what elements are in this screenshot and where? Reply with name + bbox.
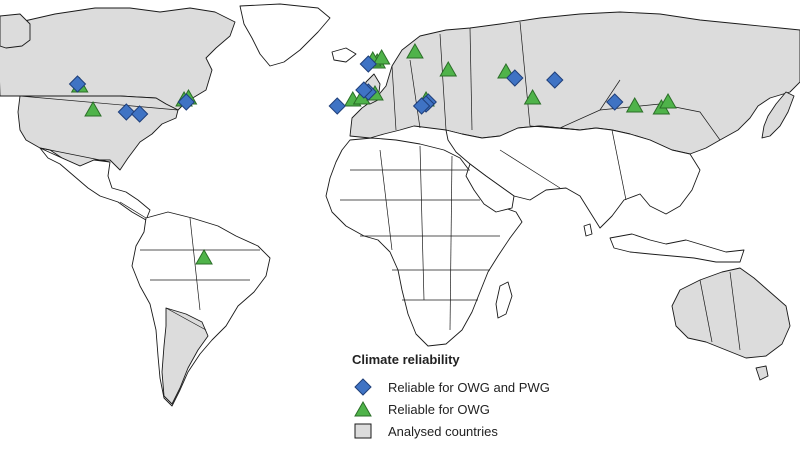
- iceland-land: [331, 47, 357, 63]
- owg-and-pwg-sites-layer: [68, 55, 624, 123]
- site-marker-owg-and-pwg: [359, 55, 378, 73]
- south-america-land: [131, 211, 271, 407]
- site-marker-owg-and-pwg: [328, 97, 346, 115]
- usa-land: [17, 95, 179, 171]
- grey-square-icon: [352, 422, 374, 440]
- central-america-land: [39, 147, 151, 221]
- site-marker-owg: [406, 42, 424, 59]
- maritime-se-asia-land: [609, 233, 745, 263]
- site-marker-owg-and-pwg: [68, 75, 87, 93]
- alaska-land: [0, 13, 31, 49]
- madagascar-land: [495, 281, 513, 319]
- africa-land: [325, 137, 523, 347]
- australia-land: [671, 267, 791, 359]
- site-marker-owg-and-pwg: [130, 105, 149, 123]
- greenland-land: [239, 3, 331, 67]
- sri-lanka-land: [583, 223, 593, 237]
- argentina-land: [161, 307, 209, 405]
- site-marker-owg: [523, 88, 542, 105]
- legend-item-owg-and-pwg: Reliable for OWG and PWG: [352, 376, 612, 398]
- site-marker-owg: [84, 100, 102, 117]
- legend-label: Reliable for OWG: [388, 401, 490, 417]
- legend-item-owg: Reliable for OWG: [352, 398, 612, 420]
- site-marker-owg-and-pwg: [177, 93, 195, 111]
- green-triangle-icon: [352, 400, 374, 418]
- site-marker-owg-and-pwg: [546, 71, 564, 89]
- legend-item-analysed-countries: Analysed countries: [352, 420, 612, 442]
- blue-diamond-icon: [352, 378, 374, 396]
- site-marker-owg-and-pwg: [355, 81, 373, 99]
- site-marker-owg: [372, 48, 391, 65]
- site-marker-owg-and-pwg: [606, 93, 624, 111]
- site-marker-owg: [195, 248, 213, 265]
- legend-title: Climate reliability: [352, 352, 460, 367]
- japan-land: [761, 91, 795, 139]
- legend-label: Analysed countries: [388, 423, 498, 439]
- site-marker-owg: [625, 96, 644, 113]
- site-marker-owg: [659, 92, 677, 109]
- site-marker-owg-and-pwg: [117, 103, 136, 121]
- tasmania-land: [755, 365, 769, 381]
- land-layer: [0, 3, 800, 407]
- map-legend: Climate reliability Reliable for OWG and…: [352, 352, 612, 442]
- arabia-land: [465, 163, 515, 213]
- legend-label: Reliable for OWG and PWG: [388, 379, 550, 395]
- site-marker-owg-and-pwg: [506, 69, 524, 87]
- site-marker-owg-and-pwg: [412, 97, 431, 115]
- canada-land: [0, 7, 236, 111]
- country-borders: [19, 21, 741, 351]
- site-marker-owg: [439, 60, 458, 77]
